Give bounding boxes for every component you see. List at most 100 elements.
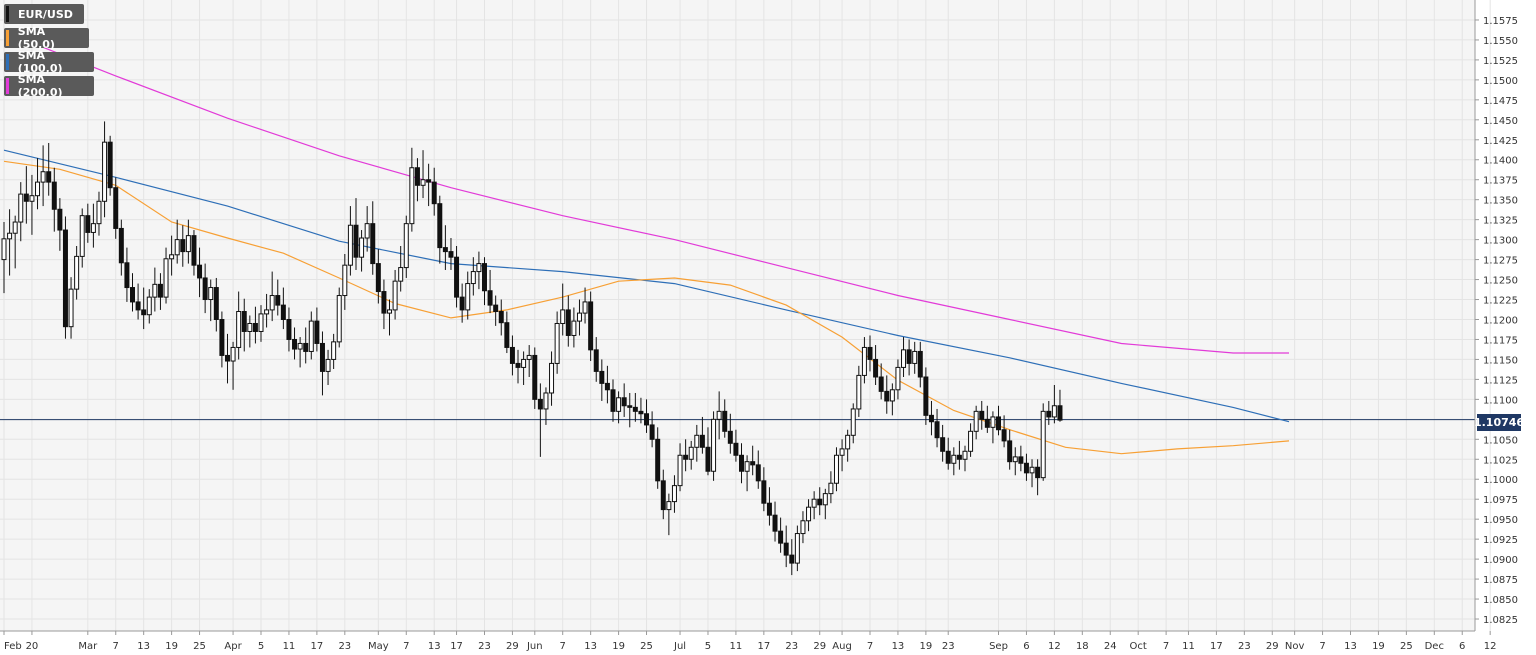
candle <box>621 383 627 417</box>
x-tick-label: 7 <box>560 641 566 652</box>
candle <box>476 251 482 290</box>
candle-body-bull <box>811 498 817 508</box>
candle <box>1023 453 1029 481</box>
x-tick-label: 23 <box>785 641 798 652</box>
legend-swatch <box>6 30 9 46</box>
candle <box>1007 429 1013 470</box>
candle <box>873 345 879 385</box>
candle <box>197 247 203 298</box>
legend-item[interactable]: SMA (200,0) <box>4 73 94 99</box>
candle-body-bull <box>247 322 253 332</box>
candle-body-bear <box>940 437 946 452</box>
candle <box>219 311 225 368</box>
legend-item[interactable]: EUR/USD <box>4 4 84 24</box>
candle-body-bear <box>683 454 689 460</box>
candle-body-bull <box>297 342 303 350</box>
candle <box>822 488 828 520</box>
candle-body-bull <box>616 397 622 412</box>
candle-body-bull <box>7 232 13 240</box>
candle <box>124 247 130 302</box>
candle <box>454 246 460 308</box>
x-tick-label: 19 <box>165 641 178 652</box>
candle-body-bear <box>197 264 203 279</box>
candle <box>604 365 610 404</box>
candle <box>817 487 823 516</box>
candle-body-bull <box>828 482 834 495</box>
y-tick-label: 1.0825 <box>1483 615 1518 626</box>
candle <box>1012 447 1018 476</box>
candle-body-bull <box>342 264 348 297</box>
candle-body-bull <box>990 416 996 428</box>
candle <box>85 203 91 243</box>
candle-body-bear <box>62 229 68 328</box>
candle <box>945 437 951 470</box>
x-tick-label: 23 <box>338 641 351 652</box>
candle <box>789 539 795 576</box>
y-tick-label: 1.1125 <box>1483 375 1518 386</box>
candle-body-bull <box>1 238 7 261</box>
candle-body-bear <box>699 434 705 448</box>
candle-body-bull <box>398 267 404 282</box>
candle <box>236 291 242 360</box>
y-tick-label: 1.1100 <box>1483 395 1518 406</box>
candle-body-bear <box>817 498 823 506</box>
x-tick-label: Dec <box>1425 641 1444 652</box>
candle <box>62 216 68 339</box>
candle-body-bear <box>124 262 130 289</box>
candle <box>68 277 74 339</box>
candle-body-bear <box>504 322 510 348</box>
candle-body-bear <box>498 311 504 324</box>
candle <box>711 411 717 481</box>
candle <box>901 337 907 378</box>
candle-body-bull <box>856 374 862 410</box>
candle-body-bear <box>705 446 711 472</box>
candle <box>292 327 298 360</box>
y-tick-label: 1.1050 <box>1483 435 1518 446</box>
x-tick-label: 13 <box>892 641 905 652</box>
candle <box>163 247 169 304</box>
candle <box>806 499 812 532</box>
candle <box>727 413 733 454</box>
candle-body-bull <box>845 434 851 450</box>
candle-body-bull <box>576 312 582 322</box>
y-tick-label: 1.1550 <box>1483 36 1518 47</box>
candle-body-bull <box>420 179 426 186</box>
candle-body-bear <box>722 410 728 432</box>
candle-body-bull <box>336 295 342 343</box>
candle <box>347 206 353 276</box>
candle-body-bear <box>213 287 219 320</box>
candle-body-bull <box>35 181 41 197</box>
candle <box>867 335 873 372</box>
candle-body-bear <box>934 421 940 439</box>
candle <box>224 333 230 384</box>
candle-body-bull <box>79 215 85 257</box>
candle <box>973 405 979 440</box>
candle <box>364 206 370 252</box>
y-tick-label: 1.1300 <box>1483 236 1518 247</box>
candle-body-bear <box>755 464 761 482</box>
x-tick-label: 7 <box>113 641 119 652</box>
candle <box>79 208 85 268</box>
legend-label: SMA (50,0) <box>17 25 55 51</box>
candle-body-bull <box>571 320 577 336</box>
candle <box>1029 459 1035 488</box>
legend-item[interactable]: SMA (100,0) <box>4 49 94 75</box>
y-tick-label: 1.1025 <box>1483 455 1518 466</box>
candle <box>431 167 437 216</box>
candle-body-bear <box>532 354 538 400</box>
candle <box>392 269 398 320</box>
candle <box>504 311 510 354</box>
candle <box>660 469 666 520</box>
x-tick-label: 12 <box>1048 641 1061 652</box>
y-tick-label: 1.1325 <box>1483 216 1518 227</box>
candle <box>644 399 650 433</box>
legend-item[interactable]: SMA (50,0) <box>4 25 89 51</box>
candle-body-bull <box>794 533 800 564</box>
x-tick-label: 23 <box>942 641 955 652</box>
candle <box>739 443 744 484</box>
candle-body-bear <box>286 318 292 340</box>
candle <box>1051 384 1057 424</box>
candle-body-bull <box>403 223 409 269</box>
candle <box>861 337 867 384</box>
candle <box>811 491 817 520</box>
